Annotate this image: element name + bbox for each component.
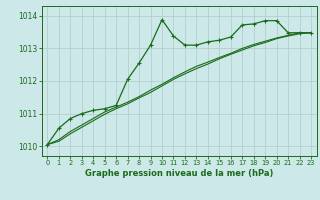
X-axis label: Graphe pression niveau de la mer (hPa): Graphe pression niveau de la mer (hPa) <box>85 169 273 178</box>
